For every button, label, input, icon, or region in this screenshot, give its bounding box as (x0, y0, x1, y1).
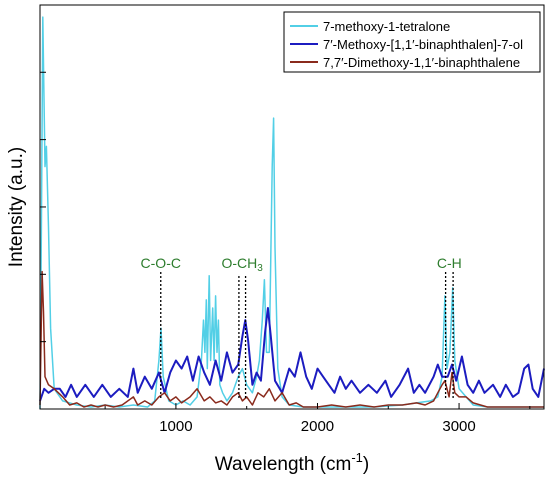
series-line-2 (39, 307, 545, 402)
x-tick-label-3: 3000 (442, 418, 475, 435)
series-line-1 (39, 16, 544, 410)
annotation-label-1: C-O-C (141, 255, 181, 271)
x-tick-label-2: 2000 (301, 418, 334, 435)
annotation-label-sub: 3 (257, 263, 263, 274)
y-axis-title: Intensity (a.u.) (6, 147, 27, 267)
annotation-label-text: O-CH (221, 255, 257, 271)
x-tick-label-1: 1000 (159, 418, 192, 435)
legend-box (283, 11, 541, 73)
annotation-label-text: C-H (437, 255, 462, 271)
tick-layer: 1000 2000 3000 (40, 71, 531, 435)
annotation-label-2: O-CH3 (221, 255, 263, 274)
annotation-layer: C-O-C O-CH3 C-H (141, 255, 462, 400)
legend-label-2: 7′-Methoxy-[1,1′-binaphthalen]-7-ol (323, 37, 523, 52)
series-line-3 (39, 270, 544, 408)
legend: 7-methoxy-1-tetralone 7′-Methoxy-[1,1′-b… (283, 11, 541, 73)
x-axis-title-sup: -1 (351, 450, 363, 465)
legend-label-3: 7,7′-Dimethoxy-1,1′-binaphthalene (323, 55, 520, 70)
legend-label-1: 7-methoxy-1-tetralone (323, 19, 450, 34)
annotation-label-3: C-H (437, 255, 462, 271)
x-axis-title-tail: ) (363, 454, 369, 475)
x-axis-title-main: Wavelength (cm (215, 454, 352, 475)
x-axis-title: Wavelength (cm-1) (215, 450, 369, 475)
series-layer (39, 16, 545, 410)
annotation-label-text: C-O-C (141, 255, 181, 271)
